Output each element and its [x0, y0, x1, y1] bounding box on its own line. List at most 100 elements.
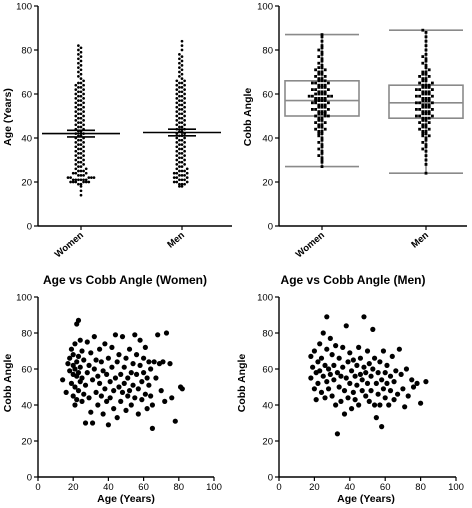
women-scatter-point	[141, 355, 147, 361]
age-point	[69, 180, 72, 184]
women-scatter-point	[133, 371, 140, 377]
women-scatter-point	[102, 341, 108, 347]
men-scatter-point	[391, 397, 397, 403]
cobb-point	[424, 72, 428, 76]
men-scatter-point	[350, 389, 356, 395]
age-point	[79, 64, 83, 67]
women-scatter-point	[128, 370, 134, 376]
men-scatter-point	[338, 398, 344, 404]
cobb-point	[320, 130, 324, 133]
age-point	[180, 39, 184, 43]
men-scatter-point	[366, 398, 372, 404]
cobb-point	[424, 143, 428, 146]
cobb-point	[424, 103, 428, 107]
age-point	[66, 176, 70, 179]
women-scatter-point	[104, 371, 110, 377]
women-scatter-point	[79, 398, 85, 404]
cobb-point	[427, 116, 431, 120]
women-scatter-point	[118, 398, 124, 404]
cobb-plot-y-tick-label: 60	[262, 89, 273, 100]
age-point	[180, 86, 184, 89]
age-point	[180, 48, 184, 52]
age-point	[180, 68, 184, 72]
women-scatter-x-axis-title: Age (Years)	[97, 493, 155, 505]
age-point	[180, 103, 184, 107]
women-scatter-point	[98, 393, 104, 399]
age-point	[71, 178, 75, 182]
age-point	[178, 112, 181, 116]
cobb-point	[317, 132, 321, 135]
women-scatter-point	[105, 422, 111, 428]
cobb-point	[424, 79, 428, 83]
women-scatter-point	[91, 334, 97, 340]
women-scatter-point	[88, 350, 94, 356]
age-point	[79, 94, 83, 98]
women-scatter-point	[100, 368, 106, 374]
cobb-point	[314, 88, 317, 91]
cobb-point	[323, 103, 327, 107]
men-scatter-point	[380, 386, 387, 392]
age-point	[178, 90, 181, 94]
cobb-point	[421, 123, 425, 127]
cobb-point	[317, 119, 321, 122]
men-scatter-point	[356, 344, 362, 350]
age-dot-plot: Age (Years) 0 20 40 60 80 100 Women Men	[2, 1, 232, 260]
cobb-point	[320, 145, 324, 149]
age-point	[77, 143, 80, 146]
cobb-point	[421, 110, 425, 113]
women-scatter-point	[65, 361, 71, 367]
women-scatter-point	[149, 402, 155, 408]
cobb-point	[307, 94, 311, 98]
men-scatter-point	[357, 371, 364, 377]
age-point	[74, 158, 78, 162]
women-scatter-point	[109, 344, 115, 350]
cobb-point	[317, 86, 321, 89]
age-point	[79, 72, 83, 76]
women-scatter-point	[128, 402, 134, 408]
age-point	[172, 171, 176, 175]
cobb-point	[323, 121, 327, 124]
age-point	[82, 163, 85, 166]
cobb-point	[317, 72, 321, 76]
men-scatter-point	[386, 402, 392, 408]
women-scatter-point	[179, 386, 185, 392]
age-point	[178, 138, 181, 142]
cobb-point	[421, 132, 425, 135]
cobb-point	[320, 156, 324, 160]
age-point	[79, 174, 83, 177]
age-point	[183, 114, 186, 118]
cobb-point	[415, 88, 418, 91]
women-scatter-point	[146, 382, 152, 388]
cobb-point	[421, 92, 425, 96]
women-scatter-point	[75, 317, 82, 323]
age-point	[77, 165, 80, 168]
cobb-point	[317, 97, 321, 100]
cobb-point	[320, 53, 324, 56]
cobb-point	[320, 136, 324, 140]
age-point	[79, 125, 83, 129]
age-point	[74, 88, 78, 91]
age-point	[183, 136, 186, 140]
cobb-point	[431, 114, 434, 118]
women-scatter-point	[97, 346, 103, 352]
women-scatter-point	[79, 348, 85, 354]
age-point	[92, 176, 96, 179]
age-point	[178, 99, 181, 102]
women-scatter-point	[72, 402, 78, 408]
age-point	[178, 143, 181, 146]
age-plot-category-label: Men	[165, 230, 187, 251]
cobb-point	[320, 83, 324, 87]
age-point	[178, 53, 181, 56]
women-scatter-point	[107, 379, 113, 385]
age-point	[79, 182, 83, 186]
cobb-point	[424, 123, 428, 127]
cobb-point	[320, 86, 324, 89]
age-point	[77, 75, 80, 78]
age-point	[77, 178, 80, 182]
age-point	[82, 110, 85, 113]
cobb-point	[427, 134, 431, 138]
age-point	[178, 147, 181, 151]
age-point	[175, 101, 179, 105]
cobb-point	[418, 121, 421, 124]
